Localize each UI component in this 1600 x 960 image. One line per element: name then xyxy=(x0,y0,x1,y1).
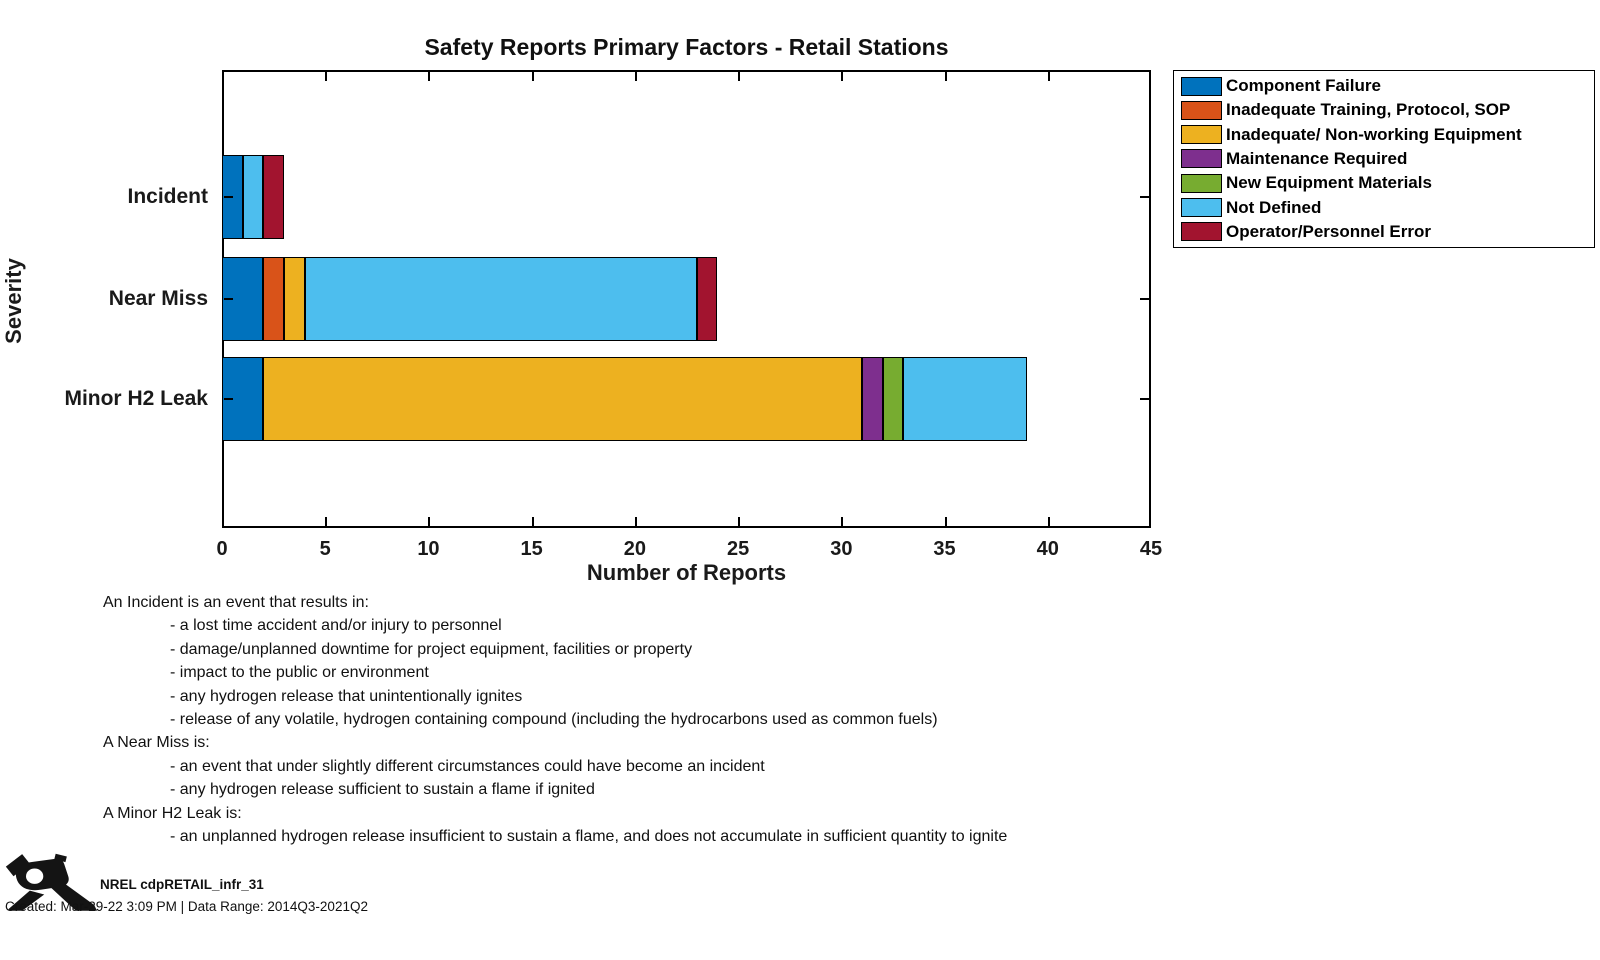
legend-item: Maintenance Required xyxy=(1174,149,1594,169)
definitions-text: An Incident is an event that results in:… xyxy=(103,591,1007,848)
bar-segment-incident xyxy=(263,155,284,239)
created-data-range: Created: Mar-29-22 3:09 PM | Data Range:… xyxy=(5,899,368,914)
fuel-nozzle-icon xyxy=(2,850,98,917)
bar-segment-minor-h2-leak xyxy=(903,357,1028,441)
x-tick-mark xyxy=(944,72,947,81)
legend-item: New Equipment Materials xyxy=(1174,173,1594,193)
chart-title: Safety Reports Primary Factors - Retail … xyxy=(424,34,949,60)
x-tick-mark xyxy=(738,72,741,81)
definition-line: A Near Miss is: xyxy=(103,734,210,752)
legend-swatch xyxy=(1181,125,1222,145)
y-tick-mark xyxy=(1140,196,1149,198)
x-tick-label: 0 xyxy=(216,538,228,560)
x-tick-mark xyxy=(428,517,431,526)
x-tick-mark xyxy=(1047,517,1050,526)
legend-swatch xyxy=(1181,222,1222,242)
x-tick-mark xyxy=(325,72,328,81)
x-tick-mark xyxy=(325,517,328,526)
x-tick-mark xyxy=(841,517,844,526)
y-category-label: Near Miss xyxy=(108,287,208,310)
legend-swatch xyxy=(1181,149,1222,169)
definition-line: - damage/unplanned downtime for project … xyxy=(170,640,693,658)
x-tick-mark xyxy=(428,72,431,81)
y-tick-mark xyxy=(224,398,233,400)
definition-line: An Incident is an event that results in: xyxy=(103,594,369,611)
x-axis-label: Number of Reports xyxy=(586,560,787,585)
x-tick-label: 5 xyxy=(319,538,331,560)
x-tick-label: 25 xyxy=(726,538,750,560)
legend-item: Operator/Personnel Error xyxy=(1174,222,1594,242)
bar-segment-near-miss xyxy=(263,257,284,341)
legend-swatch xyxy=(1181,100,1222,120)
y-tick-mark xyxy=(1140,398,1149,400)
x-tick-mark xyxy=(841,72,844,81)
legend-item: Component Failure xyxy=(1174,76,1594,96)
definition-line: - impact to the public or environment xyxy=(170,664,429,682)
legend-label: Component Failure xyxy=(1226,76,1381,96)
x-tick-mark xyxy=(531,72,534,81)
legend-label: Not Defined xyxy=(1226,197,1322,217)
x-tick-label: 15 xyxy=(520,538,543,560)
legend-label: Inadequate Training, Protocol, SOP xyxy=(1226,100,1511,120)
y-category-label: Incident xyxy=(127,185,208,208)
y-tick-mark xyxy=(1140,298,1149,300)
x-tick-mark xyxy=(531,517,534,526)
y-tick-mark xyxy=(224,196,233,198)
legend-label: Inadequate/ Non-working Equipment xyxy=(1226,124,1522,144)
bar-segment-minor-h2-leak xyxy=(861,357,883,441)
x-tick-mark xyxy=(1047,72,1050,81)
legend-label: New Equipment Materials xyxy=(1226,173,1432,193)
report-id: NREL cdpRETAIL_infr_31 xyxy=(100,877,264,892)
legend: Component Failure Inadequate Training, Pr… xyxy=(1173,70,1595,248)
x-tick-mark xyxy=(944,517,947,526)
legend-label: Maintenance Required xyxy=(1226,148,1408,168)
legend-swatch xyxy=(1181,76,1222,96)
y-tick-mark xyxy=(224,298,233,300)
definition-line: A Minor H2 Leak is: xyxy=(103,804,242,822)
x-tick-label: 35 xyxy=(933,538,956,560)
plot-area xyxy=(222,70,1151,528)
x-tick-mark xyxy=(634,517,637,526)
legend-swatch xyxy=(1181,198,1222,218)
bar-segment-minor-h2-leak xyxy=(263,357,862,441)
legend-label: Operator/Personnel Error xyxy=(1226,221,1432,241)
x-tick-label: 30 xyxy=(830,538,853,560)
x-tick-mark xyxy=(634,72,637,81)
y-axis-label: Severity xyxy=(1,258,26,344)
bar-segment-near-miss xyxy=(283,257,305,341)
x-tick-mark xyxy=(738,517,741,526)
definition-line: - release of any volatile, hydrogen cont… xyxy=(170,711,938,729)
definition-line: - any hydrogen release sufficient to sus… xyxy=(170,781,595,799)
legend-item: Inadequate Training, Protocol, SOP xyxy=(1174,100,1594,120)
x-tick-label: 20 xyxy=(623,538,646,560)
legend-item: Not Defined xyxy=(1174,198,1594,218)
definition-line: - a lost time accident and/or injury to … xyxy=(170,617,502,635)
legend-item: Inadequate/ Non-working Equipment xyxy=(1174,125,1594,145)
y-category-label: Minor H2 Leak xyxy=(64,387,208,410)
x-tick-label: 40 xyxy=(1036,538,1059,560)
legend-swatch xyxy=(1181,173,1222,193)
x-tick-label: 10 xyxy=(417,538,440,560)
bar-segment-minor-h2-leak xyxy=(882,357,904,441)
bar-segment-near-miss xyxy=(696,257,718,341)
bar-segment-near-miss xyxy=(304,257,697,341)
definition-line: - any hydrogen release that unintentiona… xyxy=(170,687,523,705)
x-tick-label: 45 xyxy=(1139,538,1163,560)
bar-segment-incident xyxy=(242,155,264,239)
definition-line: - an unplanned hydrogen release insuffic… xyxy=(170,828,1008,846)
definition-line: - an event that under slightly different… xyxy=(170,757,765,775)
